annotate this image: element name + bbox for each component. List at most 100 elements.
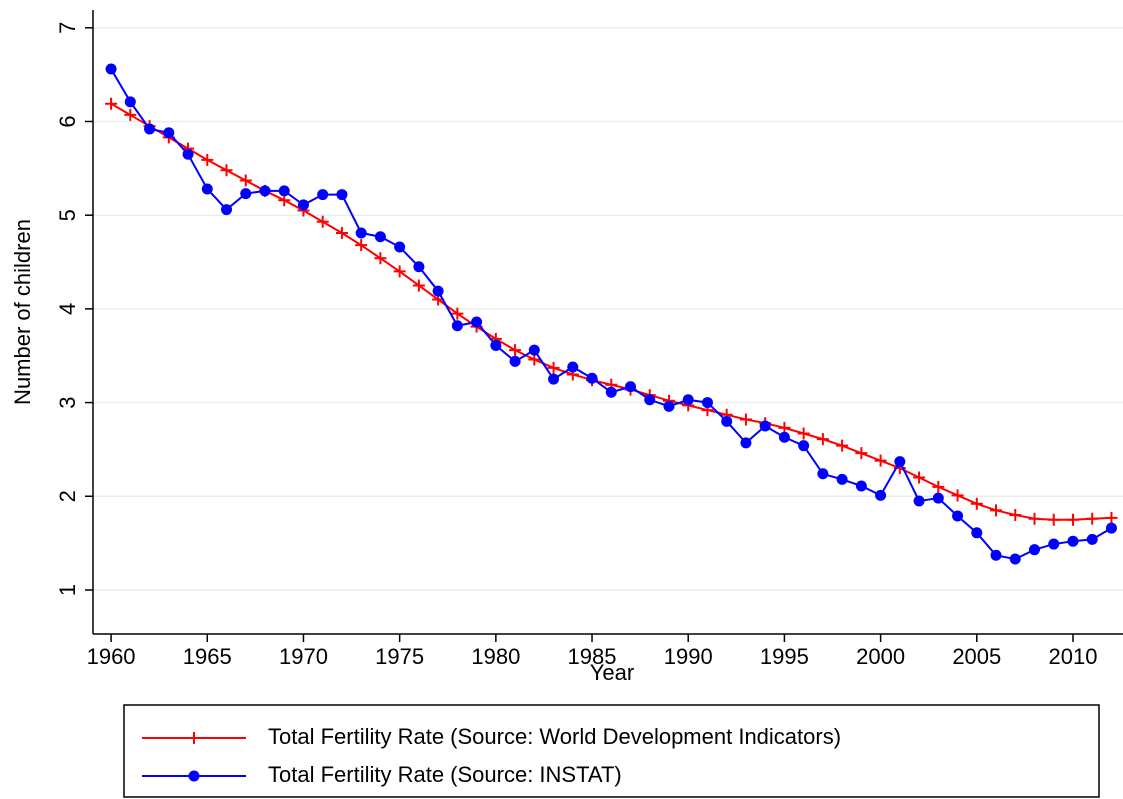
point (797, 427, 810, 440)
point (201, 153, 214, 166)
point (644, 394, 656, 406)
point (471, 316, 483, 328)
x-tick-label: 1960 (87, 644, 136, 669)
point (932, 492, 944, 504)
legend-marker (188, 770, 200, 782)
point (1009, 509, 1022, 522)
point (1105, 511, 1118, 524)
point (874, 454, 887, 467)
x-tick-label: 1980 (471, 644, 520, 669)
legend-box (123, 704, 1100, 798)
point (105, 97, 118, 110)
point (413, 261, 425, 273)
point (1009, 553, 1021, 565)
point (1067, 535, 1079, 547)
x-tick-label: 1965 (183, 644, 232, 669)
point (971, 527, 983, 539)
point (855, 480, 867, 492)
point (855, 447, 868, 460)
point (528, 344, 540, 356)
x-tick-label: 1995 (760, 644, 809, 669)
point (894, 456, 906, 468)
point (605, 386, 617, 398)
point (778, 431, 790, 443)
series-line (110, 68, 1112, 561)
legend-label: Total Fertility Rate (Source: World Deve… (268, 724, 841, 749)
point (816, 433, 829, 446)
y-tick-label: 1 (55, 584, 80, 596)
point (836, 439, 849, 452)
point (124, 96, 136, 108)
point (394, 241, 406, 253)
y-tick-label: 7 (55, 22, 80, 34)
point (567, 361, 579, 373)
x-tick-label: 1970 (279, 644, 328, 669)
point (625, 381, 637, 393)
x-axis-label: Year (590, 660, 634, 685)
point (586, 372, 598, 384)
point (451, 320, 463, 332)
point (1048, 538, 1060, 550)
point (970, 497, 983, 510)
x-tick-label: 2010 (1049, 644, 1098, 669)
point (1028, 512, 1041, 525)
point (739, 413, 752, 426)
point (201, 183, 213, 195)
point (817, 468, 829, 480)
point (124, 108, 137, 121)
x-tick-label: 1985 (568, 644, 617, 669)
point (913, 495, 925, 507)
point (509, 355, 521, 367)
point (336, 189, 348, 201)
point (663, 400, 675, 412)
point (239, 174, 252, 187)
point (259, 185, 271, 197)
point (759, 420, 771, 432)
point (1029, 544, 1041, 556)
point (701, 397, 713, 409)
point (335, 226, 348, 239)
point (317, 189, 329, 201)
point (316, 215, 329, 228)
point (355, 227, 367, 239)
point (297, 199, 309, 211)
point (913, 471, 926, 484)
y-tick-label: 2 (55, 490, 80, 502)
point (278, 185, 290, 197)
point (1105, 522, 1117, 534)
point (374, 231, 386, 243)
point (451, 307, 464, 320)
point (1066, 513, 1079, 526)
legend-label: Total Fertility Rate (Source: INSTAT) (268, 762, 622, 787)
point (1047, 513, 1060, 526)
point (163, 127, 175, 139)
point (740, 437, 752, 449)
series-line (110, 102, 1112, 521)
point (951, 489, 964, 502)
y-tick-label: 6 (55, 115, 80, 127)
point (1086, 533, 1098, 545)
point (432, 285, 444, 297)
point (240, 188, 252, 200)
point (990, 549, 1002, 561)
point (932, 480, 945, 493)
point (990, 504, 1003, 517)
y-tick-label: 3 (55, 396, 80, 408)
point (393, 265, 406, 278)
point (182, 148, 194, 160)
point (221, 204, 233, 216)
point (682, 394, 694, 406)
y-axis-label: Number of children (10, 219, 35, 405)
x-tick-label: 2000 (856, 644, 905, 669)
legend-marker (188, 732, 200, 744)
point (875, 489, 887, 501)
point (1086, 512, 1099, 525)
y-tick-label: 5 (55, 209, 80, 221)
point (952, 510, 964, 522)
x-tick-label: 2005 (952, 644, 1001, 669)
point (836, 473, 848, 485)
y-tick-label: 4 (55, 303, 80, 315)
point (798, 440, 810, 452)
point (374, 252, 387, 265)
